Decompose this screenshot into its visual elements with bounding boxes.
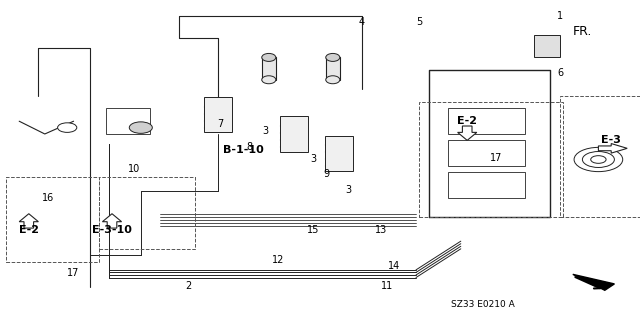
Text: B-1-10: B-1-10 — [223, 145, 264, 155]
Text: FR.: FR. — [573, 26, 592, 38]
Text: 17: 17 — [490, 153, 502, 163]
Text: E-2: E-2 — [457, 116, 477, 126]
Text: E-3: E-3 — [601, 135, 621, 145]
Bar — [280, 116, 308, 152]
Text: 9: 9 — [323, 169, 330, 179]
Bar — [262, 57, 276, 80]
Ellipse shape — [262, 76, 276, 84]
Ellipse shape — [326, 76, 340, 84]
Circle shape — [129, 122, 152, 133]
Text: 6: 6 — [557, 68, 563, 78]
Polygon shape — [573, 274, 614, 290]
Text: 15: 15 — [307, 225, 320, 235]
Bar — [534, 35, 560, 57]
Bar — [419, 102, 563, 217]
Text: E-2: E-2 — [19, 225, 39, 235]
Bar — [448, 140, 525, 166]
Text: 1: 1 — [557, 11, 563, 21]
Text: 5: 5 — [416, 17, 422, 27]
Text: 2: 2 — [186, 280, 192, 291]
Bar — [204, 97, 232, 132]
Text: SZ33 E0210 A: SZ33 E0210 A — [451, 300, 515, 309]
Text: 13: 13 — [374, 225, 387, 235]
Ellipse shape — [262, 53, 276, 61]
Text: 4: 4 — [358, 17, 365, 27]
Bar — [326, 57, 340, 80]
Bar — [99, 177, 195, 249]
Polygon shape — [102, 214, 122, 228]
Bar — [448, 108, 525, 134]
Text: 10: 10 — [128, 164, 141, 174]
Text: 8: 8 — [246, 142, 253, 152]
Text: 11: 11 — [381, 280, 394, 291]
Text: 3: 3 — [346, 185, 352, 195]
Text: 16: 16 — [42, 193, 54, 203]
Text: 12: 12 — [272, 255, 285, 265]
Polygon shape — [458, 126, 477, 140]
Text: 14: 14 — [387, 261, 400, 271]
Bar — [448, 172, 525, 198]
Text: 17: 17 — [67, 268, 80, 278]
Circle shape — [58, 123, 77, 132]
Ellipse shape — [326, 53, 340, 61]
Polygon shape — [598, 144, 627, 153]
Bar — [560, 96, 640, 217]
Bar — [6, 177, 99, 262]
Text: E-3-10: E-3-10 — [92, 225, 132, 235]
Polygon shape — [19, 214, 38, 228]
Text: 7: 7 — [218, 119, 224, 130]
Bar — [106, 108, 150, 134]
Text: 3: 3 — [262, 126, 269, 136]
Text: 3: 3 — [310, 154, 317, 165]
Bar — [325, 136, 353, 171]
